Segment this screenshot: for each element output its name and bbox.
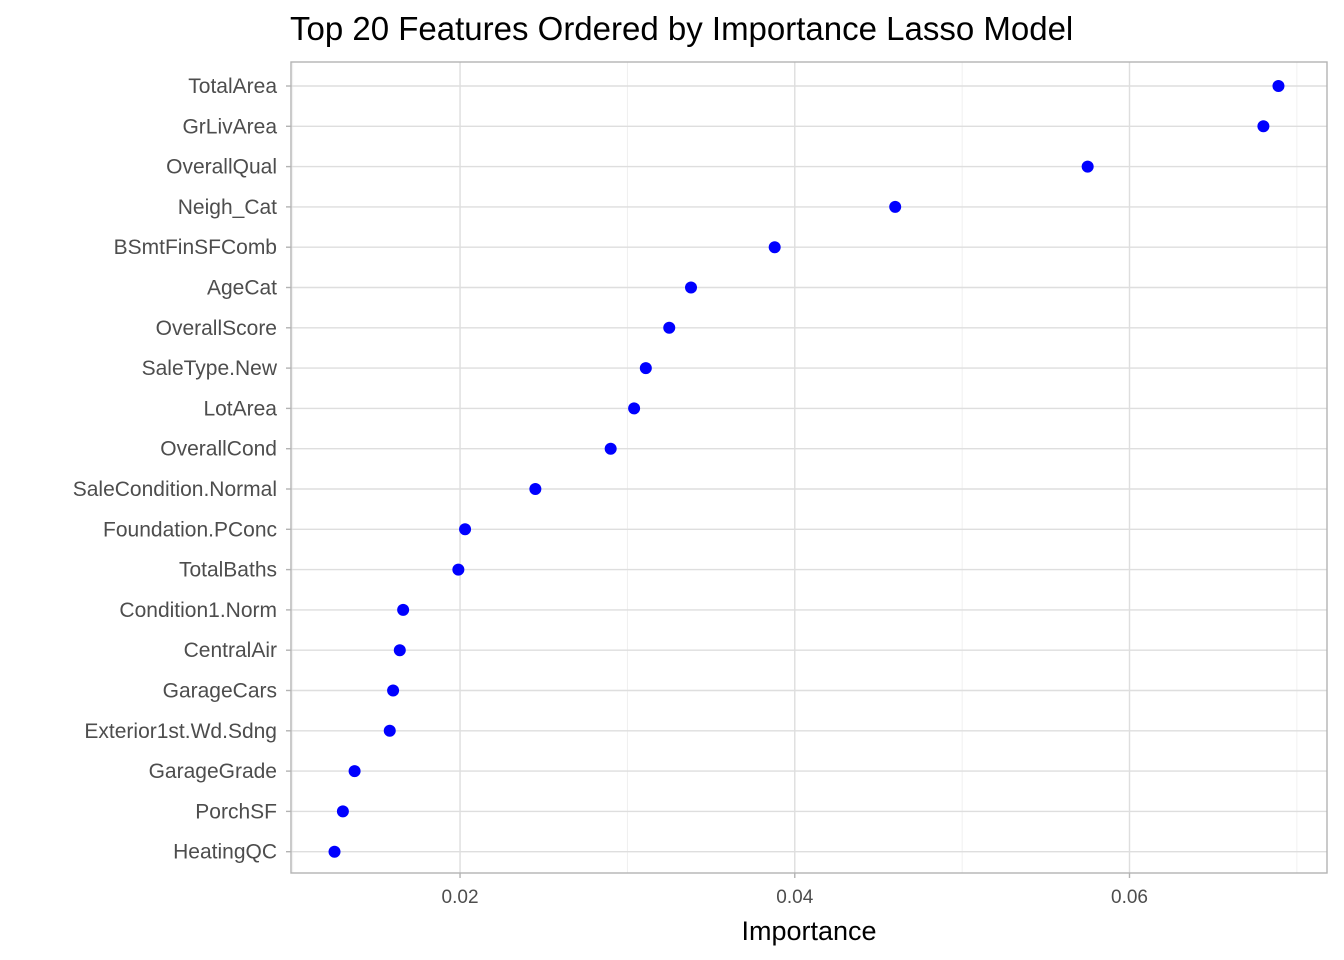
y-tick-label: SaleCondition.Normal bbox=[73, 478, 277, 501]
y-tick-label: OverallQual bbox=[166, 156, 277, 179]
y-tick-label: CentralAir bbox=[184, 639, 277, 662]
data-point bbox=[387, 684, 400, 697]
data-point bbox=[383, 724, 396, 737]
data-points bbox=[328, 80, 1285, 858]
y-tick-label: GrLivArea bbox=[182, 115, 277, 138]
data-point bbox=[336, 805, 349, 818]
y-axis-ticks: TotalArea GrLivArea OverallQual Neigh_Cat BS… bbox=[73, 75, 291, 864]
plot-panel-border bbox=[290, 61, 1328, 874]
y-tick-label: Condition1.Norm bbox=[119, 599, 277, 622]
y-tick-label: OverallScore bbox=[156, 317, 277, 340]
x-tick-label: 0.06 bbox=[1111, 887, 1148, 908]
data-point bbox=[529, 483, 542, 495]
data-point bbox=[628, 402, 641, 415]
y-tick-label: LotArea bbox=[203, 397, 277, 420]
data-point bbox=[1081, 160, 1094, 173]
y-tick-label: AgeCat bbox=[207, 277, 277, 300]
data-point bbox=[452, 563, 465, 576]
data-point bbox=[459, 523, 472, 536]
y-tick-label: BSmtFinSFComb bbox=[114, 236, 277, 259]
x-tick-label: 0.04 bbox=[776, 887, 813, 908]
grid-lines bbox=[291, 62, 1327, 873]
data-point bbox=[1257, 120, 1270, 133]
y-tick-label: GarageGrade bbox=[149, 760, 277, 783]
y-tick-label: SaleType.New bbox=[142, 357, 278, 380]
data-point bbox=[685, 281, 698, 294]
y-tick-label: PorchSF bbox=[195, 800, 277, 823]
y-tick-label: TotalBaths bbox=[179, 559, 277, 582]
data-point bbox=[604, 442, 617, 455]
data-point bbox=[328, 845, 341, 858]
data-point bbox=[1272, 80, 1285, 92]
x-axis-label: Importance bbox=[741, 916, 876, 946]
x-tick-label: 0.02 bbox=[442, 887, 479, 908]
data-point bbox=[889, 200, 902, 213]
y-tick-label: HeatingQC bbox=[173, 841, 277, 864]
chart-title: Top 20 Features Ordered by Importance La… bbox=[290, 10, 1073, 47]
data-point bbox=[348, 765, 361, 778]
data-point bbox=[639, 362, 652, 375]
data-point bbox=[393, 644, 406, 657]
data-point bbox=[768, 241, 781, 254]
y-tick-label: GarageCars bbox=[163, 680, 277, 703]
y-tick-label: TotalArea bbox=[188, 75, 277, 98]
data-point bbox=[397, 603, 410, 616]
y-tick-label: Neigh_Cat bbox=[178, 196, 277, 219]
y-tick-label: Exterior1st.Wd.Sdng bbox=[84, 720, 277, 743]
y-tick-label: OverallCond bbox=[160, 438, 277, 461]
x-axis-ticks: 0.02 0.04 0.06 bbox=[442, 873, 1148, 908]
data-point bbox=[663, 321, 676, 334]
y-tick-label: Foundation.PConc bbox=[103, 518, 277, 541]
